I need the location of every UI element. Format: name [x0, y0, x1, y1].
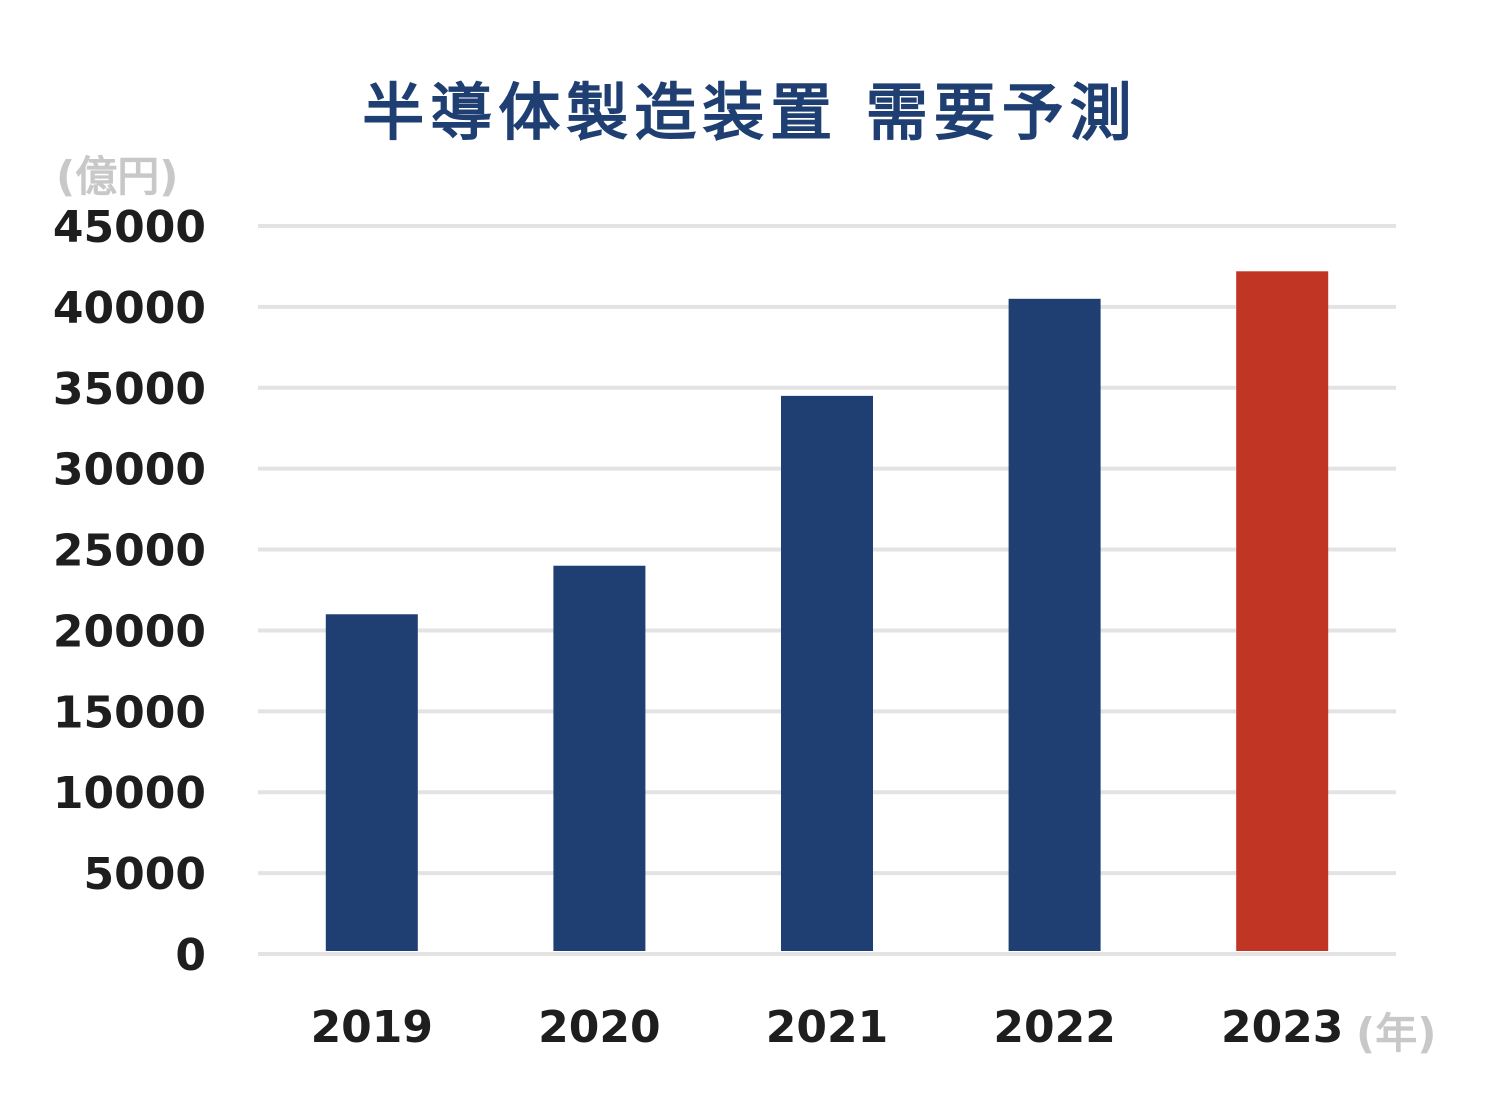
x-tick-label: 2022: [993, 1002, 1115, 1053]
y-tick-label: 25000: [53, 526, 206, 577]
bar-2021: [781, 395, 873, 951]
bar-2023: [1236, 271, 1329, 951]
x-axis-unit-label: (年): [1356, 1009, 1437, 1058]
bar-2020: [553, 565, 646, 951]
bar-2022: [1008, 298, 1101, 951]
y-tick-label: 30000: [53, 445, 206, 496]
x-tick-label: 2023: [1221, 1002, 1343, 1053]
x-tick-label: 2019: [311, 1002, 433, 1053]
y-tick-label: 45000: [53, 202, 206, 253]
y-tick-label: 35000: [53, 364, 206, 415]
y-tick-label: 10000: [53, 768, 206, 819]
y-tick-label: 20000: [53, 606, 206, 657]
y-axis-unit-label: (億円): [56, 152, 179, 201]
y-tick-label: 5000: [84, 849, 206, 900]
x-tick-label: 2021: [766, 1002, 888, 1053]
y-tick-label: 0: [175, 930, 206, 981]
chart-title: 半導体製造装置 需要予測: [362, 76, 1138, 149]
x-tick-label: 2020: [538, 1002, 660, 1053]
bar-2019: [325, 614, 418, 951]
y-tick-label: 15000: [53, 687, 206, 738]
y-tick-label: 40000: [53, 283, 206, 334]
